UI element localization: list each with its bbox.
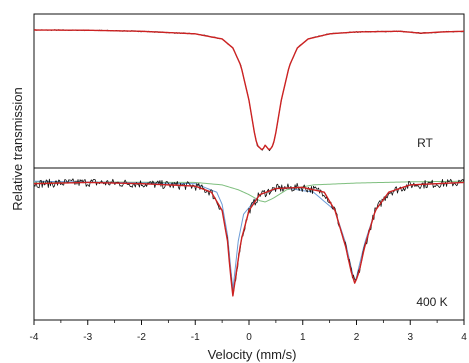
x-tick-label: 4 xyxy=(461,332,467,343)
series-subspectrum-line-400k-1 xyxy=(33,180,465,291)
panel-400k: 400 K xyxy=(33,167,465,321)
x-axis: -4 -3 -2 -1 0 1 2 3 4 xyxy=(30,320,467,343)
panel-400k-series xyxy=(33,178,465,297)
x-tick-label: -2 xyxy=(137,332,146,343)
x-tick-label: 1 xyxy=(300,332,306,343)
panel-rt-frame xyxy=(33,13,465,169)
y-axis-label: Relative transmission xyxy=(10,87,25,211)
series-measured-line-400k xyxy=(33,178,465,293)
panel-rt-series xyxy=(33,29,465,152)
x-axis-label: Velocity (mm/s) xyxy=(208,347,297,362)
series-fit-line-400k xyxy=(33,181,465,297)
panel-rt-label: RT xyxy=(417,136,433,150)
x-tick-label: -1 xyxy=(191,332,200,343)
x-tick-label: 3 xyxy=(407,332,413,343)
panel-rt: RT xyxy=(33,13,465,169)
x-tick-label: -4 xyxy=(30,332,39,343)
series-subspectrum-line-400k-0 xyxy=(33,180,465,203)
panel-400k-frame xyxy=(33,167,465,321)
series-measured-line-rt xyxy=(33,29,465,152)
series-fit-line-rt xyxy=(33,29,465,151)
x-tick-label: -3 xyxy=(83,332,92,343)
x-tick-label: 2 xyxy=(354,332,360,343)
x-tick-label: 0 xyxy=(246,332,252,343)
panel-400k-label: 400 K xyxy=(416,295,447,309)
